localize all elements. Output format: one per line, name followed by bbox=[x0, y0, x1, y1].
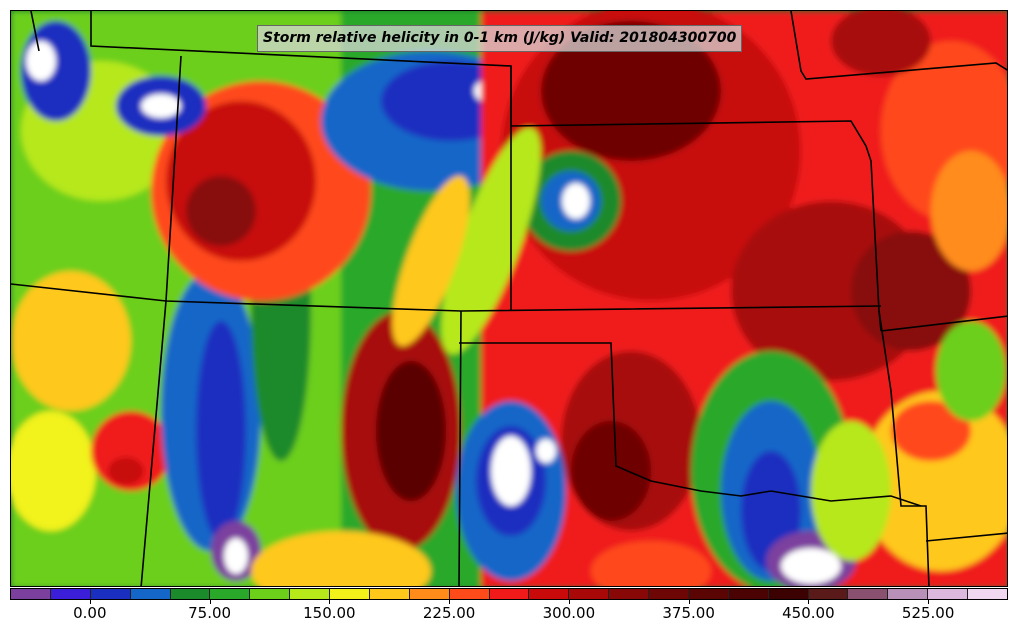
colorbar-ticks: 0.00 75.00 150.00 225.00 300.00 375.00 450.00 5… bbox=[10, 600, 1008, 630]
colorbar-segment bbox=[170, 589, 211, 599]
colorbar-tick bbox=[808, 600, 810, 604]
colorbar-segment bbox=[728, 589, 769, 599]
colorbar-segment bbox=[808, 589, 849, 599]
map-title: Storm relative helicity in 0-1 km (J/kg)… bbox=[257, 25, 743, 52]
helicity-field bbox=[11, 11, 1007, 586]
colorbar-segment bbox=[290, 589, 330, 599]
colorbar-tick-label: 225.00 bbox=[422, 604, 476, 622]
colorbar-segment bbox=[11, 589, 51, 599]
map-field bbox=[11, 11, 1007, 586]
colorbar-tick-label: 375.00 bbox=[662, 604, 715, 622]
colorbar-tick bbox=[568, 600, 570, 604]
colorbar-tick bbox=[89, 600, 91, 604]
colorbar-segment bbox=[688, 589, 729, 599]
colorbar-segment bbox=[529, 589, 570, 599]
colorbar-segment bbox=[489, 589, 530, 599]
colorbar-tick bbox=[449, 600, 451, 604]
colorbar-tick-label: 300.00 bbox=[542, 604, 596, 622]
colorbar-tick-label: 75.00 bbox=[188, 604, 232, 622]
colorbar-segment bbox=[848, 589, 889, 599]
colorbar-tick-label: 0.00 bbox=[73, 604, 107, 622]
colorbar-segment bbox=[888, 589, 929, 599]
colorbar-segment bbox=[409, 589, 450, 599]
state-borders bbox=[11, 11, 1007, 586]
colorbar-tick-label: 525.00 bbox=[901, 604, 955, 622]
colorbar-segment bbox=[649, 589, 689, 599]
colorbar-segment bbox=[449, 589, 490, 599]
colorbar bbox=[10, 588, 1008, 600]
colorbar-segment bbox=[250, 589, 291, 599]
colorbar-segment bbox=[50, 589, 91, 599]
colorbar-tick-label: 150.00 bbox=[303, 604, 356, 622]
colorbar-tick bbox=[209, 600, 211, 604]
colorbar-tick bbox=[688, 600, 690, 604]
colorbar-segment bbox=[569, 589, 610, 599]
helicity-map: Storm relative helicity in 0-1 km (J/kg)… bbox=[10, 10, 1008, 587]
colorbar-segment bbox=[330, 589, 370, 599]
colorbar-segment bbox=[369, 589, 410, 599]
colorbar-segment bbox=[130, 589, 171, 599]
colorbar-segment bbox=[609, 589, 649, 599]
colorbar-segment bbox=[928, 589, 968, 599]
colorbar-segment bbox=[968, 589, 1007, 599]
colorbar-tick bbox=[329, 600, 331, 604]
colorbar-tick-label: 450.00 bbox=[782, 604, 835, 622]
colorbar-tick bbox=[928, 600, 930, 604]
colorbar-segment bbox=[90, 589, 131, 599]
colorbar-segment bbox=[768, 589, 809, 599]
colorbar-segment bbox=[210, 589, 251, 599]
